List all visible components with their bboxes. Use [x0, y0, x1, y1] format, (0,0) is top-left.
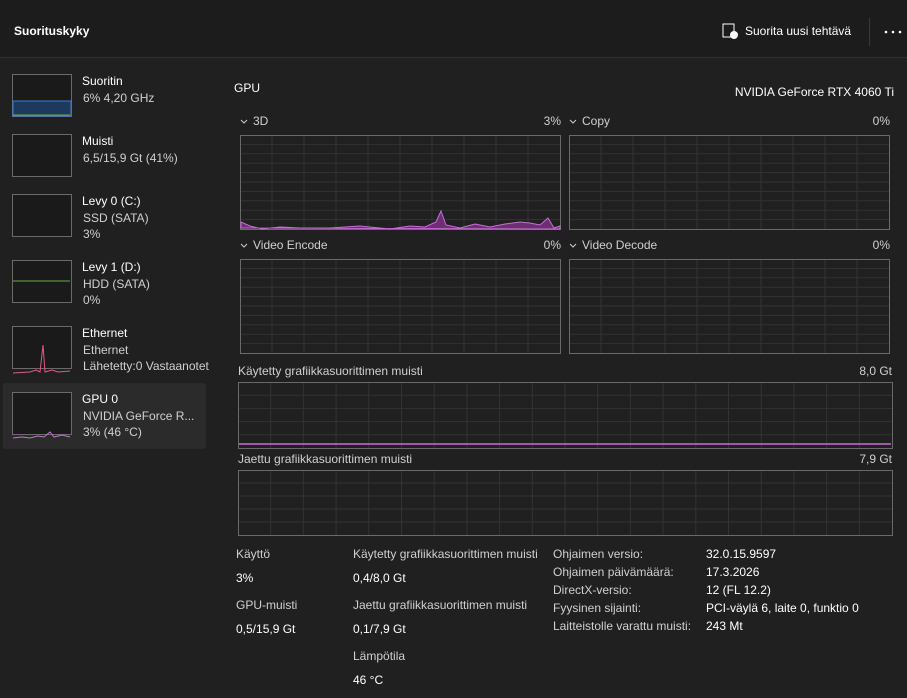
memory-label: Jaettu grafiikkasuorittimen muisti	[238, 452, 412, 466]
item-detail: Ethernet	[83, 343, 129, 357]
thumbnail	[12, 134, 72, 177]
sidebar-item[interactable]: GPU 0 NVIDIA GeForce R... 3% (46 °C)	[12, 392, 195, 439]
graph-frame	[569, 259, 890, 354]
graph-frame	[238, 470, 893, 536]
memory-max: 7,9 Gt	[859, 452, 892, 466]
dot	[898, 30, 902, 34]
engine-name: Copy	[582, 114, 610, 128]
graphs: 3D 3% Copy 0% Video Encode 0% Video Decode 0% Kä…	[238, 114, 893, 536]
engine-value: 0%	[873, 114, 891, 128]
detail-label: Fyysinen sijainti:	[553, 601, 641, 615]
detail-value: PCI-väylä 6, laite 0, funktio 0	[706, 601, 859, 615]
sidebar: Suoritin 6% 4,20 GHz Muisti 6,5/15,9 Gt (41…	[12, 74, 210, 439]
run-task-button[interactable]: Suorita uusi tehtävä	[722, 23, 851, 39]
item-detail: 6,5/15,9 Gt (41%)	[83, 151, 178, 165]
memory-label: Käytetty grafiikkasuorittimen muisti	[238, 364, 423, 378]
item-title: Muisti	[82, 134, 113, 148]
thumbnail-graph	[12, 344, 71, 374]
run-task-label[interactable]: Suorita uusi tehtävä	[745, 24, 851, 38]
gpu-title: GPU	[234, 81, 260, 95]
3d-usage-graph	[240, 209, 561, 230]
detail-label: DirectX-versio:	[553, 583, 632, 597]
engine-value: 0%	[873, 238, 891, 252]
item-title: Levy 0 (C:)	[82, 194, 141, 208]
engine-name: Video Decode	[582, 238, 657, 252]
stat-label: Lämpötila	[353, 649, 405, 663]
item-title: GPU 0	[82, 392, 118, 406]
detail-value: 32.0.15.9597	[706, 547, 776, 561]
more-button[interactable]	[884, 30, 902, 34]
chevron	[240, 243, 248, 248]
graph-frame	[238, 382, 893, 449]
stat-label: Jaettu grafiikkasuorittimen muisti	[353, 598, 527, 612]
memory-max: 8,0 Gt	[859, 364, 892, 378]
sidebar-item[interactable]: Levy 1 (D:) HDD (SATA) 0%	[12, 260, 150, 307]
stat-value: 46 °C	[353, 673, 383, 687]
item-detail: 3% (46 °C)	[83, 425, 142, 439]
detail-label: Ohjaimen versio:	[553, 547, 643, 561]
chevron	[569, 243, 577, 248]
item-detail: SSD (SATA)	[83, 211, 149, 225]
thumbnail	[12, 194, 72, 237]
item-detail: HDD (SATA)	[83, 277, 150, 291]
stat-label: GPU-muisti	[236, 598, 297, 612]
page-title: Suorituskyky	[14, 24, 90, 38]
engine-value: 3%	[544, 114, 562, 128]
graph-frame	[569, 135, 890, 230]
chevron	[240, 119, 248, 124]
detail-value: 243 Mt	[706, 619, 743, 633]
stats: Käyttö 3% GPU-muisti 0,5/15,9 Gt Käytetty gr…	[236, 547, 859, 687]
sidebar-item[interactable]: Ethernet Ethernet Lähetetty:0 Vastaanotet	[12, 326, 210, 374]
top-bar	[0, 0, 907, 57]
run-task-icon-plus	[730, 31, 738, 39]
graph-frame	[240, 259, 561, 354]
detail-label: Laitteistolle varattu muisti:	[553, 619, 691, 633]
engine-value: 0%	[544, 238, 562, 252]
stat-label: Käyttö	[236, 547, 270, 561]
detail-value: 17.3.2026	[706, 565, 760, 579]
graph-frame	[240, 135, 561, 230]
engine-name: Video Encode	[253, 238, 328, 252]
thumbnail	[12, 392, 72, 435]
thumbnail-graph	[12, 100, 72, 117]
stat-value: 0,4/8,0 Gt	[353, 571, 406, 585]
item-detail: 3%	[83, 227, 101, 241]
item-detail: 6% 4,20 GHz	[83, 91, 154, 105]
item-detail: 0%	[83, 293, 101, 307]
dot	[891, 30, 895, 34]
run-task-icon	[722, 23, 735, 38]
item-title: Ethernet	[82, 326, 128, 340]
item-title: Suoritin	[82, 74, 123, 88]
stat-label: Käytetty grafiikkasuorittimen muisti	[353, 547, 538, 561]
item-detail: Lähetetty:0 Vastaanotet	[83, 359, 210, 373]
item-detail: NVIDIA GeForce R...	[83, 409, 194, 423]
thumbnail	[12, 326, 72, 369]
sidebar-item[interactable]: Muisti 6,5/15,9 Gt (41%)	[12, 100, 178, 177]
detail-value: 12 (FL 12.2)	[706, 583, 771, 597]
item-title: Levy 1 (D:)	[82, 260, 141, 274]
engine-name: 3D	[253, 114, 269, 128]
gpu-model: NVIDIA GeForce RTX 4060 Ti	[735, 85, 894, 99]
stat-value: 0,5/15,9 Gt	[236, 622, 296, 636]
sidebar-item[interactable]: Levy 0 (C:) SSD (SATA) 3%	[12, 114, 149, 241]
detail-label: Ohjaimen päivämäärä:	[553, 565, 674, 579]
dot	[884, 30, 888, 34]
stat-value: 3%	[236, 571, 254, 585]
stat-value: 0,1/7,9 Gt	[353, 622, 406, 636]
chevron	[569, 119, 577, 124]
thumbnail-graph	[12, 431, 71, 439]
